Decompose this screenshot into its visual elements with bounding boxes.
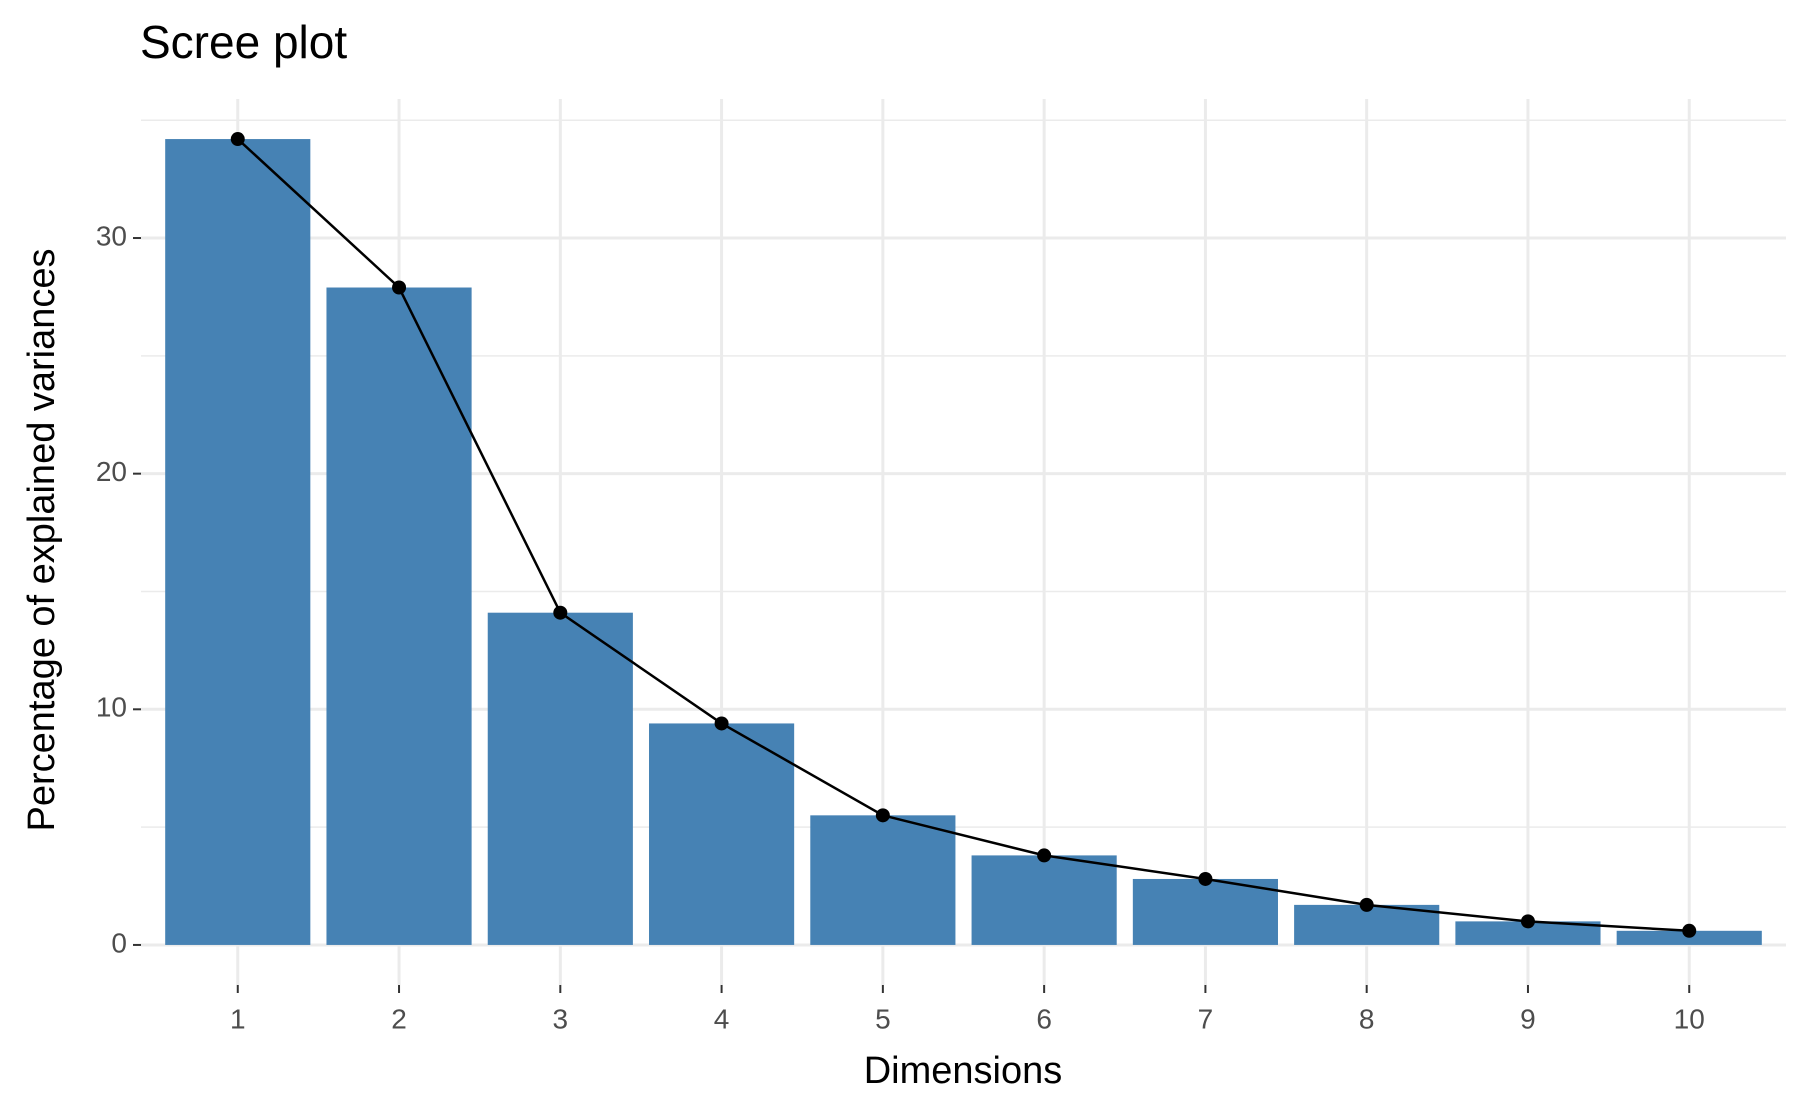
point <box>1359 897 1374 912</box>
bar <box>971 855 1117 945</box>
y-tick-label: 30 <box>96 220 127 251</box>
chart-title: Scree plot <box>140 16 347 68</box>
line <box>236 138 1690 933</box>
y-tick-label: 0 <box>111 927 127 958</box>
point <box>714 716 729 731</box>
x-tick-label: 6 <box>1036 1003 1052 1034</box>
bar <box>1132 878 1278 945</box>
x-tick-label: 7 <box>1198 1003 1214 1034</box>
x-tick-label: 3 <box>553 1003 569 1034</box>
bar <box>649 723 795 945</box>
point <box>1682 923 1697 938</box>
x-tick-label: 4 <box>714 1003 730 1034</box>
point <box>553 605 568 620</box>
point <box>230 132 245 147</box>
point <box>875 808 890 823</box>
y-tick-label: 20 <box>96 456 127 487</box>
y-axis-title: Percentage of explained variances <box>21 248 63 831</box>
bar <box>1616 930 1762 945</box>
x-tick-label: 9 <box>1520 1003 1536 1034</box>
bar <box>326 287 472 945</box>
x-tick-label: 2 <box>391 1003 407 1034</box>
y-tick-label: 10 <box>96 692 127 723</box>
point <box>392 280 407 295</box>
x-tick-label: 5 <box>875 1003 891 1034</box>
bar <box>165 139 311 945</box>
x-tick-label: 1 <box>230 1003 246 1034</box>
point <box>1198 871 1213 886</box>
point <box>1037 848 1052 863</box>
x-tick-label: 10 <box>1674 1003 1705 1034</box>
bar <box>487 612 633 945</box>
bar <box>810 815 956 945</box>
point <box>1520 914 1535 929</box>
x-tick-label: 8 <box>1359 1003 1375 1034</box>
x-axis-title: Dimensions <box>864 1050 1063 1092</box>
bar <box>1455 921 1601 945</box>
